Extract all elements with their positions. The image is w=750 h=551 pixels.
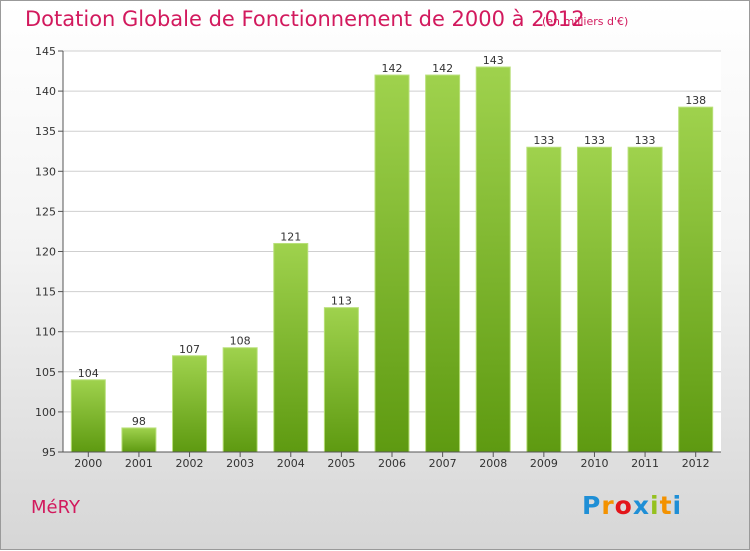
bar-2001 [121,427,157,453]
logo-letter: i [650,491,660,520]
data-label: 108 [230,335,251,348]
data-label: 104 [78,367,99,380]
bar-2011 [627,146,663,453]
y-tick-label: 115 [35,286,56,299]
chart-title: Dotation Globale de Fonctionnement de 20… [25,7,585,31]
data-label: 142 [432,62,453,75]
bar-2005 [323,307,359,453]
y-tick-label: 145 [35,45,56,58]
x-tick-label: 2008 [479,457,507,470]
logo-letter: t [659,491,673,520]
y-tick-label: 120 [35,246,56,259]
x-tick-label: 2009 [530,457,558,470]
data-label: 133 [635,134,656,147]
data-label: 142 [382,62,403,75]
y-tick-label: 140 [35,85,56,98]
logo-letter: r [601,491,615,520]
bar-2012 [678,106,714,453]
data-label: 133 [533,134,554,147]
x-tick-label: 2007 [429,457,457,470]
x-tick-label: 2012 [682,457,710,470]
data-label: 138 [685,94,706,107]
bar-2008 [475,66,511,453]
data-label: 98 [132,415,146,428]
bar-2007 [425,74,461,453]
chart-subtitle: (en milliers d'€) [542,15,629,28]
y-tick-label: 105 [35,366,56,379]
data-label: 107 [179,343,200,356]
bar-2006 [374,74,410,453]
x-tick-label: 2005 [327,457,355,470]
commune-name: MéRY [31,497,80,518]
x-tick-label: 2004 [277,457,305,470]
data-label: 121 [280,230,301,243]
data-label: 133 [584,134,605,147]
x-tick-label: 2010 [580,457,608,470]
y-tick-label: 135 [35,125,56,138]
bar-2004 [273,242,309,453]
proxiti-logo: Proxiti [582,491,682,520]
y-tick-label: 110 [35,326,56,339]
logo-letter: o [614,491,633,520]
x-tick-label: 2001 [125,457,153,470]
logo-letter: i [672,491,683,520]
x-tick-label: 2011 [631,457,659,470]
logo-letter: P [582,491,602,520]
bar-2002 [172,355,208,453]
data-label: 143 [483,54,504,67]
y-tick-label: 125 [35,205,56,218]
y-tick-label: 130 [35,165,56,178]
y-tick-label: 100 [35,406,56,419]
logo-letter: x [632,491,650,520]
x-tick-label: 2006 [378,457,406,470]
bar-2010 [576,146,612,453]
x-tick-label: 2000 [74,457,102,470]
bar-2003 [222,347,258,453]
bar-2000 [70,379,106,453]
y-tick-label: 95 [42,446,56,459]
bar-2009 [526,146,562,453]
data-label: 113 [331,295,352,308]
x-tick-label: 2003 [226,457,254,470]
x-tick-label: 2002 [176,457,204,470]
